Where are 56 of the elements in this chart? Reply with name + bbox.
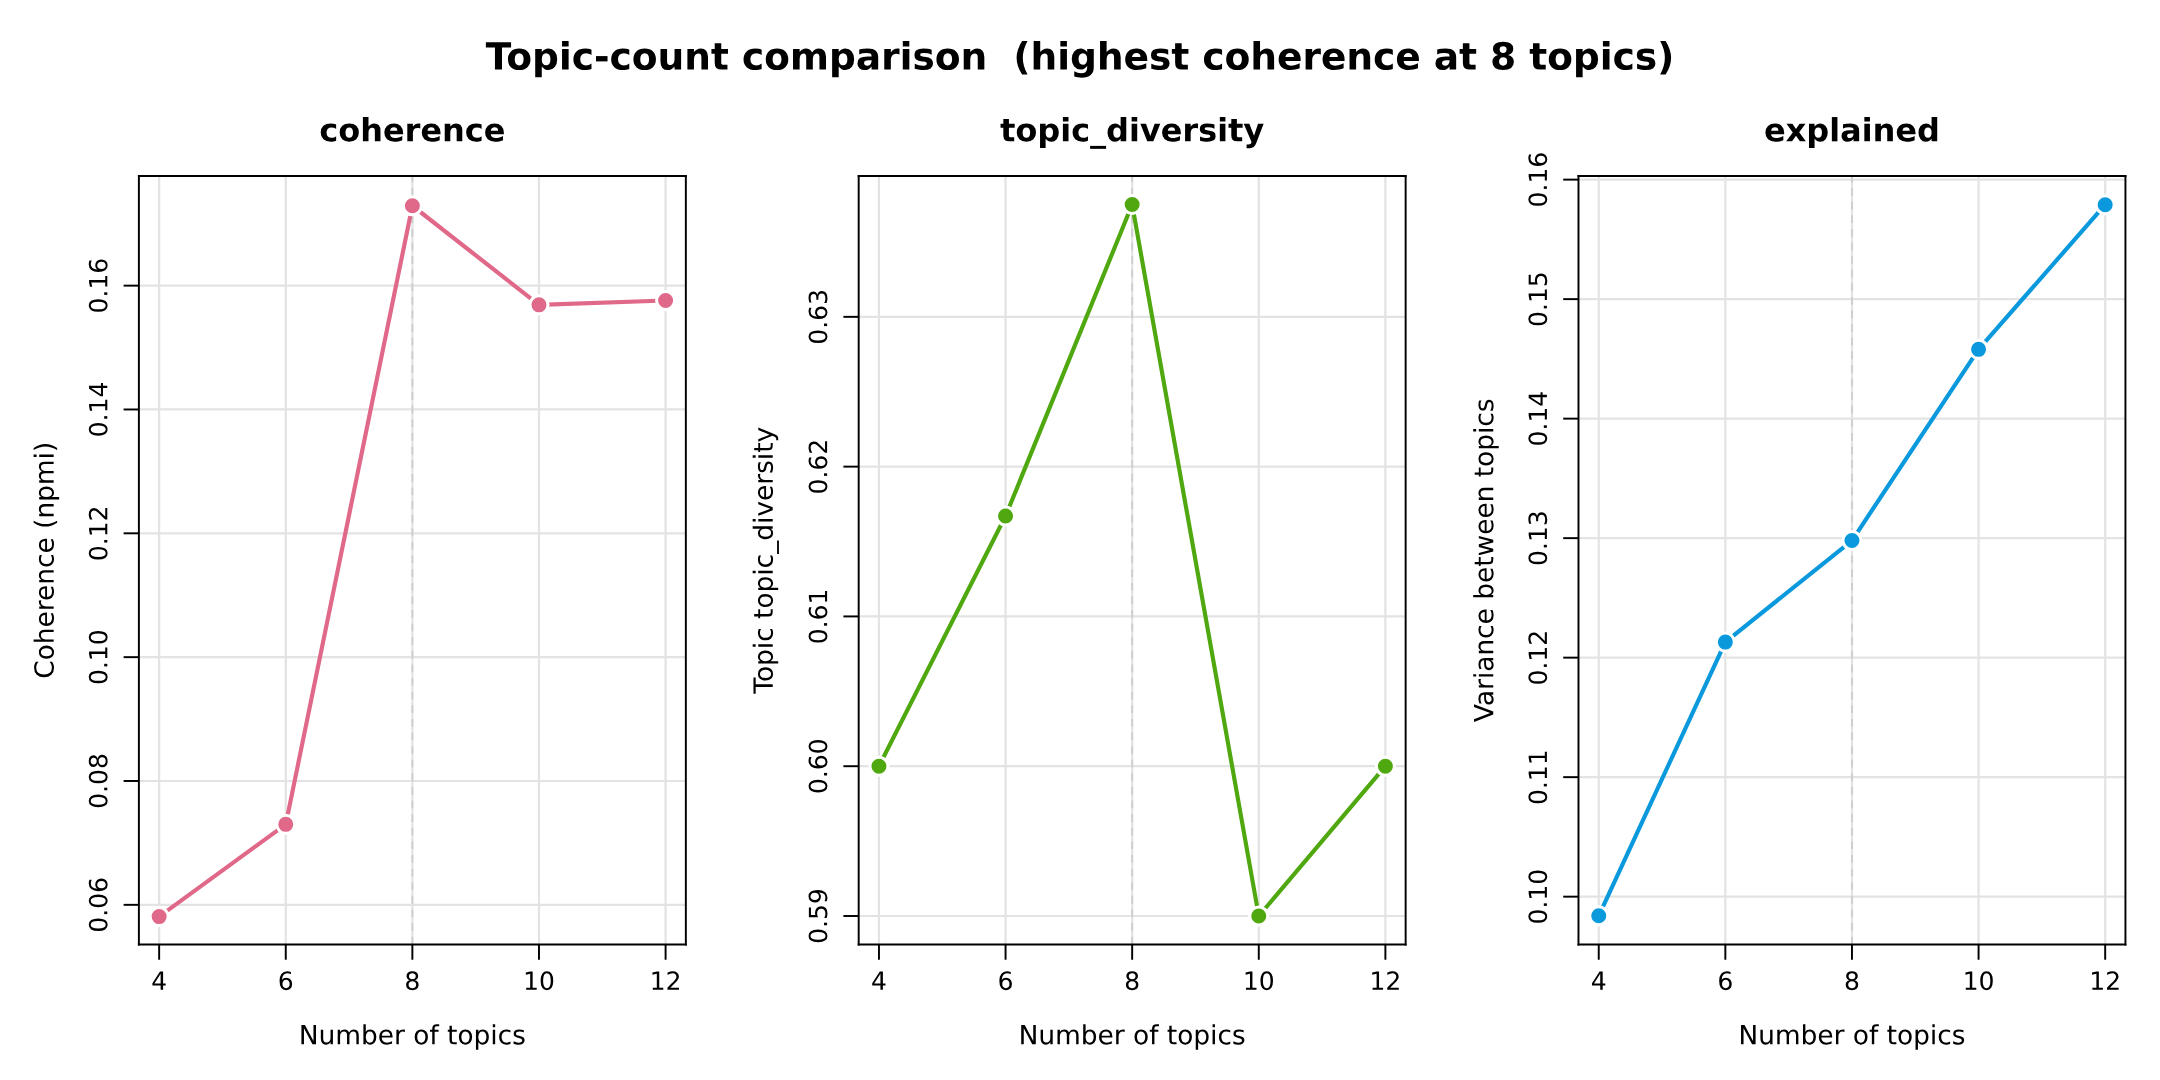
x-tick-label: 10 (1965, 971, 1993, 991)
point (1714, 631, 1736, 653)
x-tick-label: 8 (406, 971, 419, 991)
point (275, 813, 297, 835)
x-tick-label: 6 (279, 971, 293, 991)
point (528, 294, 550, 316)
chart-title: explained (1765, 117, 1938, 148)
x-tick-label: 8 (1845, 971, 1859, 991)
chart-title: coherence (320, 117, 504, 142)
y-tick-label: 0.15 (1528, 273, 1548, 326)
y-tick-label: 0.12 (1528, 632, 1548, 684)
y-tick-label: 0.62 (808, 441, 828, 493)
y-tick-label: 0.10 (1528, 870, 1548, 923)
y-axis-title: Variance between topics (1473, 399, 1499, 722)
point (148, 906, 170, 928)
y-tick-label: 0.10 (88, 630, 108, 684)
y-axis-title: Topic topic_diversity (752, 427, 779, 694)
point (1588, 905, 1610, 927)
point (1248, 905, 1270, 927)
x-axis-title: Number of topics (1741, 1024, 1965, 1050)
x-tick-label: 4 (152, 971, 166, 990)
y-tick-label: 0.11 (1528, 751, 1548, 804)
y-tick-label: 0.61 (808, 590, 828, 643)
x-axis-title: Number of topics (1021, 1024, 1245, 1050)
x-tick-label: 12 (1372, 971, 1399, 990)
point (401, 195, 423, 217)
x-tick-label: 8 (1125, 971, 1139, 991)
x-tick-label: 4 (872, 971, 886, 990)
point (1374, 755, 1396, 777)
y-tick-label: 0.63 (808, 291, 828, 344)
text: Topic-count comparison (highest coherence at 8 topics) (485, 41, 1672, 78)
y-tick-label: 0.16 (1528, 153, 1548, 206)
y-tick-label: 0.13 (1528, 512, 1548, 565)
point (2094, 194, 2116, 216)
y-tick-label: 0.06 (88, 878, 108, 932)
y-tick-label: 0.16 (88, 259, 108, 312)
chart-title: topic_diversity (1000, 117, 1264, 149)
x-tick-label: 10 (525, 971, 554, 991)
point (1968, 338, 1990, 360)
x-tick-label: 12 (2092, 971, 2119, 990)
x-tick-label: 10 (1245, 971, 1274, 991)
y-tick-label: 0.59 (808, 889, 828, 943)
point (868, 755, 890, 777)
x-tick-label: 6 (1719, 971, 1732, 991)
y-axis-title: Coherence (npmi) (33, 444, 60, 678)
x-tick-label: 12 (652, 971, 679, 990)
y-tick-label: 0.60 (808, 740, 828, 793)
x-tick-label: 6 (999, 971, 1012, 991)
point (1121, 193, 1143, 216)
y-tick-label: 0.08 (88, 754, 108, 808)
y-tick-label: 0.12 (88, 507, 108, 560)
x-axis-title: Number of topics (301, 1024, 525, 1050)
y-tick-label: 0.14 (88, 383, 108, 436)
x-tick-label: 4 (1592, 971, 1606, 990)
y-tick-label: 0.14 (1528, 392, 1548, 445)
point (1841, 529, 1863, 552)
